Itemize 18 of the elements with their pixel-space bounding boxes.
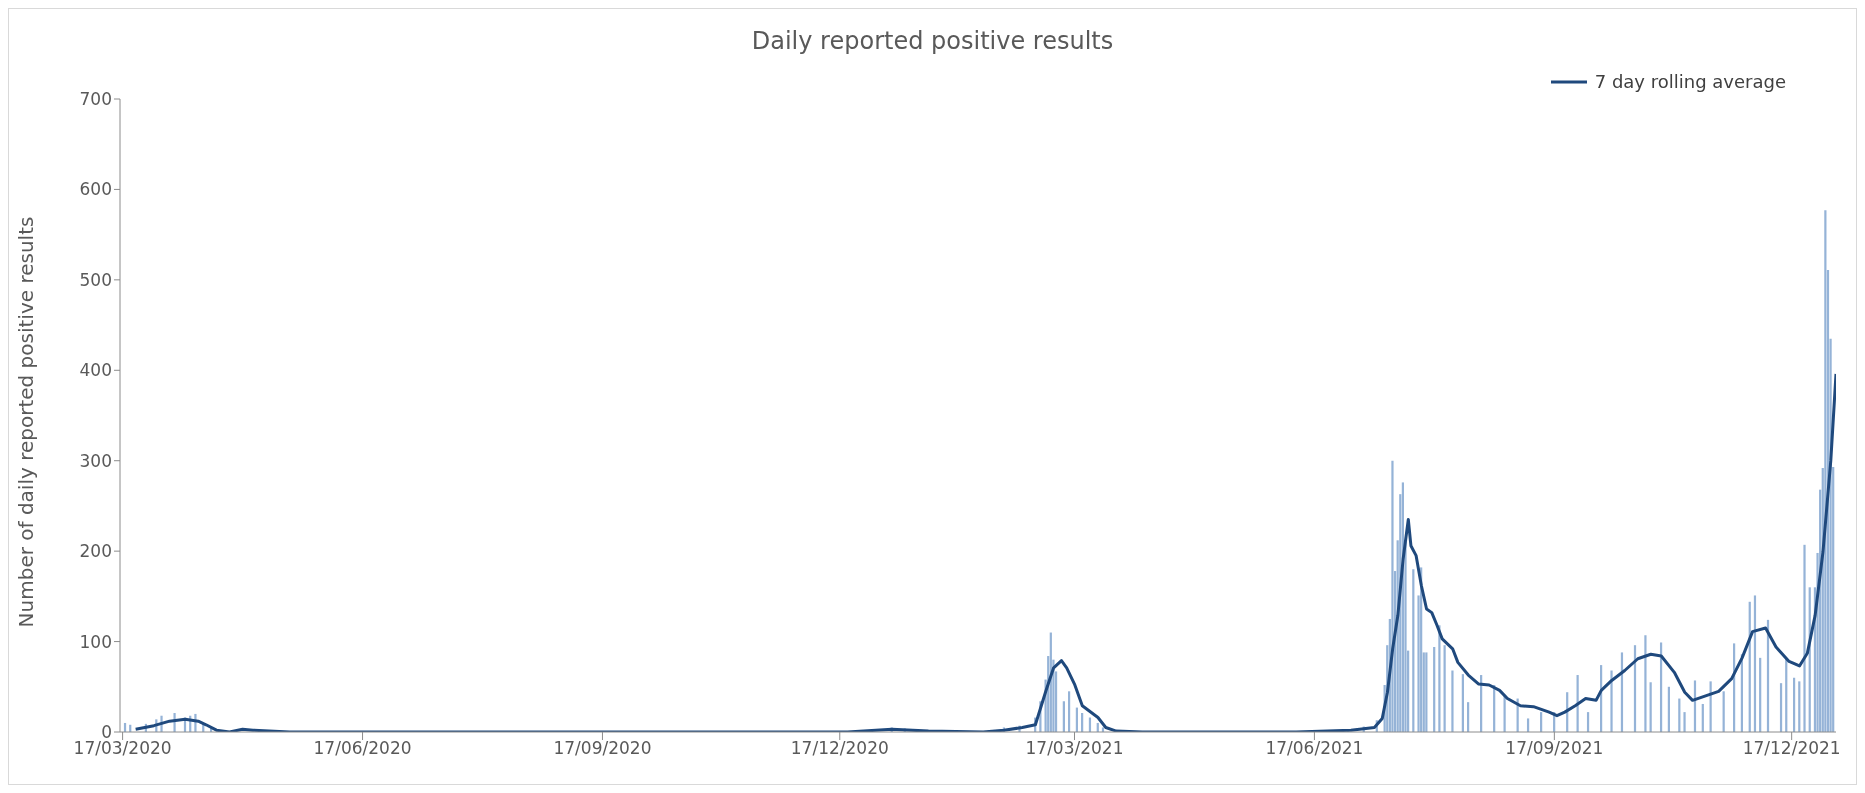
x-tick-label: 17/12/2021	[1742, 738, 1841, 759]
y-tick-label: 500	[79, 269, 112, 290]
y-tick-label: 600	[79, 179, 112, 200]
y-tick-label: 200	[79, 541, 112, 562]
y-tick-label: 700	[79, 89, 112, 110]
x-tick-label: 17/09/2021	[1505, 738, 1604, 759]
x-tick-label: 17/09/2020	[553, 738, 652, 759]
x-tick-label: 17/12/2020	[790, 738, 889, 759]
y-axis-title: Number of daily reported positive results	[14, 216, 38, 627]
x-tick-label: 17/06/2021	[1265, 738, 1364, 759]
x-tick-label: 17/06/2020	[313, 738, 412, 759]
x-tick-label: 17/03/2020	[73, 738, 172, 759]
y-tick-label: 100	[79, 631, 112, 652]
legend-label: 7 day rolling average	[1594, 71, 1786, 92]
y-tick-label: 300	[79, 450, 112, 471]
x-tick-label: 17/03/2021	[1025, 738, 1124, 759]
y-tick-label: 400	[79, 360, 112, 381]
chart-title: Daily reported positive results	[750, 27, 1115, 55]
